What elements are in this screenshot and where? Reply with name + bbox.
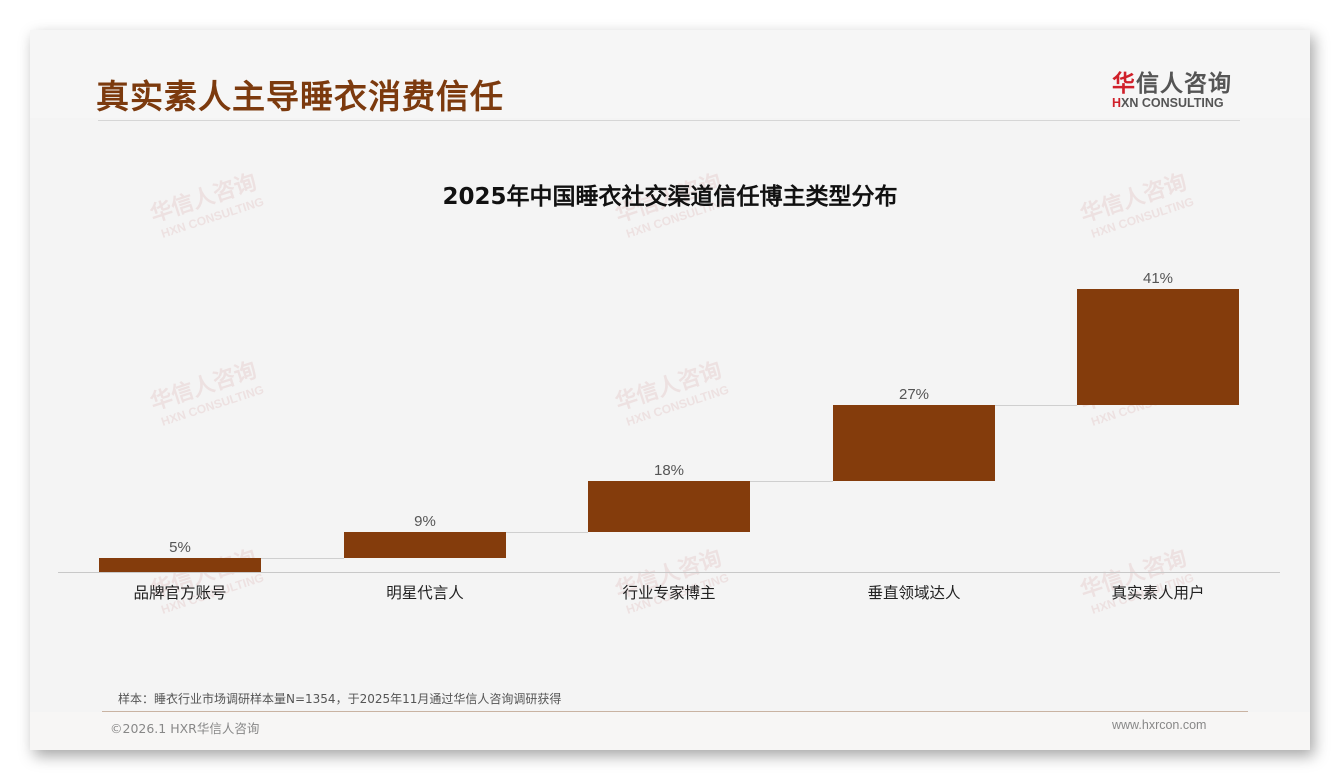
logo-cn-text: 信人咨询 bbox=[1136, 71, 1232, 97]
category-label: 垂直领域达人 bbox=[867, 584, 961, 602]
footer-band bbox=[30, 712, 1310, 750]
category-label: 行业专家博主 bbox=[622, 584, 716, 602]
x-axis-line bbox=[58, 572, 1280, 573]
logo-en-text: XN CONSULTING bbox=[1121, 96, 1224, 110]
data-label: 18% bbox=[653, 462, 685, 480]
bar bbox=[1077, 289, 1239, 406]
data-label: 41% bbox=[1142, 270, 1174, 287]
data-label: 9% bbox=[414, 513, 436, 531]
chart-plot-area: 5% 品牌官方账号 9% 明星代言人 18% 行业专家博主 27% 垂直领域达人 41% 真实素人… bbox=[30, 30, 1310, 750]
bar bbox=[833, 405, 995, 482]
title-divider bbox=[98, 120, 1240, 121]
bar bbox=[99, 557, 261, 572]
footer-divider bbox=[102, 711, 1248, 712]
category-label: 品牌官方账号 bbox=[133, 584, 227, 602]
logo-mark: 华 bbox=[1112, 71, 1136, 97]
data-label: 5% bbox=[169, 538, 191, 556]
chart-title: 2025年中国睡衣社交渠道信任博主类型分布 bbox=[442, 184, 898, 210]
slide: 华信人咨询 HXN CONSULTING 华信人咨询 HXN CONSULTING … bbox=[30, 30, 1310, 750]
header-band bbox=[30, 30, 1310, 118]
company-logo: 华信人咨询 HXN CONSULTING bbox=[1112, 64, 1242, 110]
website-url: www.hxrcon.com bbox=[1112, 718, 1207, 732]
category-label: 真实素人用户 bbox=[1111, 584, 1205, 602]
sample-note: 样本：睡衣行业市场调研样本量N=1354，于2025年11月通过华信人咨询调研获… bbox=[118, 692, 562, 706]
copyright: ©2026.1 HXR华信人咨询 bbox=[110, 721, 260, 736]
connector-line bbox=[261, 557, 344, 559]
bar bbox=[344, 532, 506, 558]
data-label: 27% bbox=[898, 386, 930, 404]
category-label: 明星代言人 bbox=[386, 584, 464, 602]
connector-line bbox=[506, 532, 588, 534]
page-title: 真实素人主导睡衣消费信任 bbox=[96, 77, 504, 116]
connector-line bbox=[997, 405, 1077, 407]
bar bbox=[588, 481, 750, 533]
connector-line bbox=[750, 481, 833, 483]
logo-en-mark: H bbox=[1112, 96, 1122, 110]
